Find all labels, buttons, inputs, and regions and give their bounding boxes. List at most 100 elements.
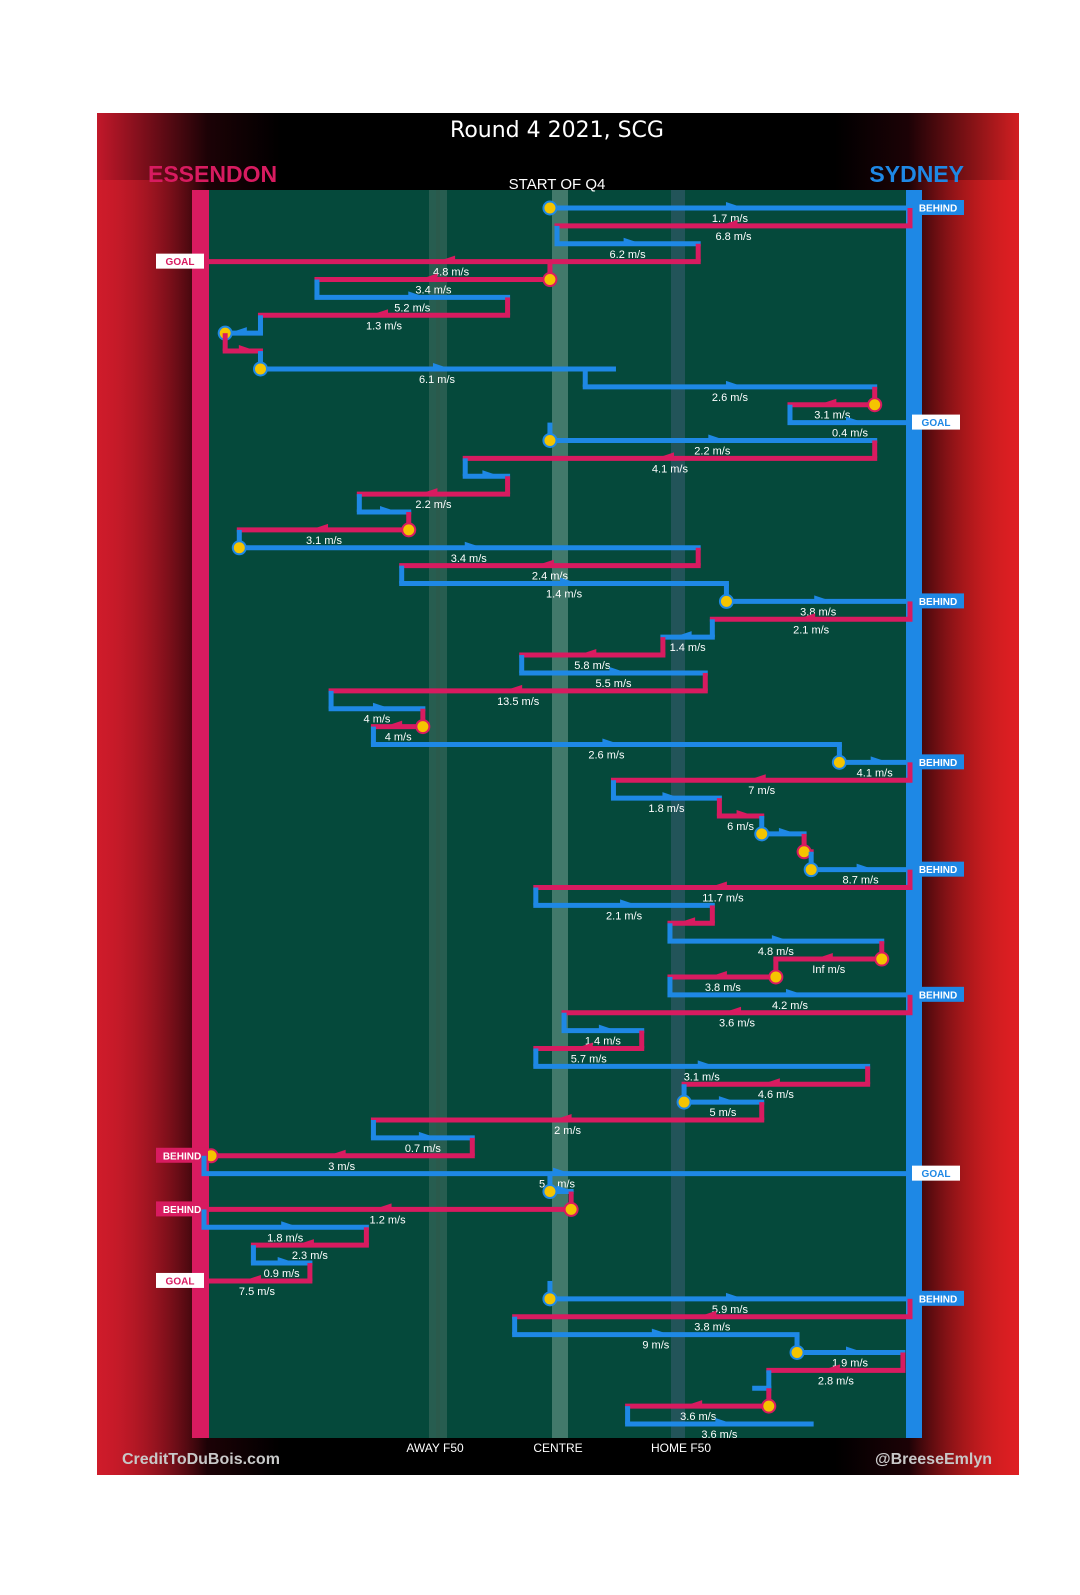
- direction-arrow: [419, 273, 438, 280]
- result-badge: [912, 986, 964, 1002]
- speed-label: 5.9 m/s: [712, 1304, 749, 1316]
- start-label: START OF Q4: [509, 176, 606, 193]
- speed-label: 4.1 m/s: [857, 767, 894, 779]
- direction-arrow: [242, 1274, 261, 1281]
- credit-right: @BreeseEmlyn: [875, 1451, 992, 1468]
- direction-arrow: [845, 416, 864, 423]
- direction-arrow: [327, 1149, 346, 1156]
- speed-label: 4.6 m/s: [758, 1089, 795, 1101]
- direction-arrow: [870, 756, 889, 763]
- direction-arrow: [437, 255, 456, 262]
- speed-label: 3.4 m/s: [415, 285, 452, 297]
- speed-label: 3.1 m/s: [684, 1071, 721, 1083]
- result-label: BEHIND: [163, 1205, 201, 1216]
- axis-label-centre: CENTRE: [533, 1441, 582, 1455]
- speed-label: 6.8 m/s: [715, 231, 752, 243]
- stoppage-marker: [761, 1398, 777, 1414]
- stoppage-marker: [796, 844, 812, 860]
- result-label: BEHIND: [919, 865, 957, 876]
- stoppage-marker: [789, 1344, 805, 1360]
- speed-label: 3 m/s: [328, 1161, 355, 1173]
- direction-arrow: [535, 559, 554, 566]
- speed-label: 1.4 m/s: [670, 642, 707, 654]
- direction-arrow: [277, 1257, 296, 1264]
- left-glow: [97, 180, 207, 1475]
- stoppage-marker: [415, 719, 431, 735]
- direction-arrow: [372, 702, 391, 709]
- direction-arrow: [228, 327, 247, 334]
- speed-label: 4.8 m/s: [433, 267, 470, 279]
- speed-label: 8.7 m/s: [843, 875, 880, 887]
- direction-arrow: [380, 506, 399, 512]
- speed-label: 6.1 m/s: [419, 374, 456, 386]
- direction-arrow: [708, 881, 727, 888]
- result-label: BEHIND: [919, 204, 957, 215]
- direction-arrow: [708, 434, 727, 441]
- result-badge: [912, 200, 964, 215]
- speed-label: 9 m/s: [642, 1340, 669, 1352]
- result-label: BEHIND: [163, 1151, 201, 1162]
- direction-arrow: [761, 1078, 780, 1085]
- speed-label: 7.5 m/s: [239, 1286, 276, 1298]
- direction-arrow: [281, 1221, 300, 1228]
- direction-arrow: [464, 541, 483, 548]
- stoppage-marker: [874, 951, 890, 967]
- speed-label: 5.5 m/s: [595, 678, 632, 690]
- result-badge: [156, 1201, 208, 1217]
- direction-arrow: [778, 827, 797, 834]
- stoppage-marker: [754, 826, 770, 842]
- direction-arrow: [432, 362, 451, 369]
- speed-label: 4.1 m/s: [652, 463, 689, 475]
- stoppage-marker: [768, 969, 784, 985]
- speed-label: 3.8 m/s: [694, 1322, 731, 1334]
- direction-arrow: [715, 1418, 734, 1424]
- result-badge: [912, 414, 960, 430]
- direction-arrow: [384, 720, 403, 727]
- direction-arrow: [708, 970, 727, 977]
- result-label: BEHIND: [919, 597, 957, 608]
- speed-label: 5 m/s: [709, 1107, 736, 1119]
- chain-layer: 1.7 m/s BEHIND 6.8 m/s 6.2 m/s 4.8 m/s GOAL 3.…: [156, 200, 964, 1441]
- direction-arrow: [655, 452, 674, 459]
- sydney-goal-line: [906, 190, 922, 1438]
- stoppage-marker: [563, 1201, 579, 1217]
- speed-label: 2.6 m/s: [588, 749, 625, 761]
- speed-label: 2.2 m/s: [415, 499, 452, 511]
- direction-arrow: [856, 863, 875, 870]
- speed-label: 3.1 m/s: [814, 410, 851, 422]
- stoppage-marker: [401, 522, 417, 538]
- away-f50-line: [436, 190, 440, 1438]
- direction-arrow: [482, 470, 501, 477]
- left-team-label: ESSENDON: [148, 161, 277, 187]
- direction-arrow: [725, 202, 744, 208]
- result-badge: [912, 1165, 960, 1181]
- speed-label: 5.8 m/s: [574, 660, 611, 672]
- speed-label: 4 m/s: [364, 714, 391, 726]
- speed-label: 6.2 m/s: [610, 249, 647, 261]
- direction-arrow: [797, 613, 816, 620]
- result-label: GOAL: [166, 257, 195, 268]
- speed-label: 3.6 m/s: [701, 1429, 738, 1441]
- speed-label: 3.1 m/s: [306, 535, 343, 547]
- direction-arrow: [662, 792, 681, 799]
- stoppage-marker: [831, 754, 847, 770]
- result-label: GOAL: [922, 1169, 951, 1180]
- direction-arrow: [418, 1131, 437, 1138]
- speed-label: 1.4 m/s: [546, 589, 583, 601]
- result-label: BEHIND: [919, 1294, 957, 1305]
- speed-label: 4 m/s: [385, 732, 412, 744]
- direction-arrow: [845, 1346, 864, 1353]
- direction-arrow: [725, 380, 744, 387]
- direction-arrow: [719, 219, 738, 226]
- direction-arrow: [673, 631, 692, 638]
- speed-label: 3.6 m/s: [680, 1411, 717, 1423]
- speed-label: 1.3 m/s: [366, 320, 403, 332]
- direction-arrow: [651, 1328, 670, 1335]
- direction-arrow: [295, 1239, 314, 1246]
- speed-label: 7 m/s: [748, 785, 775, 797]
- speed-label: 5.2 m/s: [394, 302, 431, 314]
- direction-arrow: [818, 398, 837, 405]
- result-badge: [912, 1290, 964, 1306]
- speed-label: 2.8 m/s: [818, 1375, 855, 1387]
- direction-arrow: [553, 1167, 571, 1174]
